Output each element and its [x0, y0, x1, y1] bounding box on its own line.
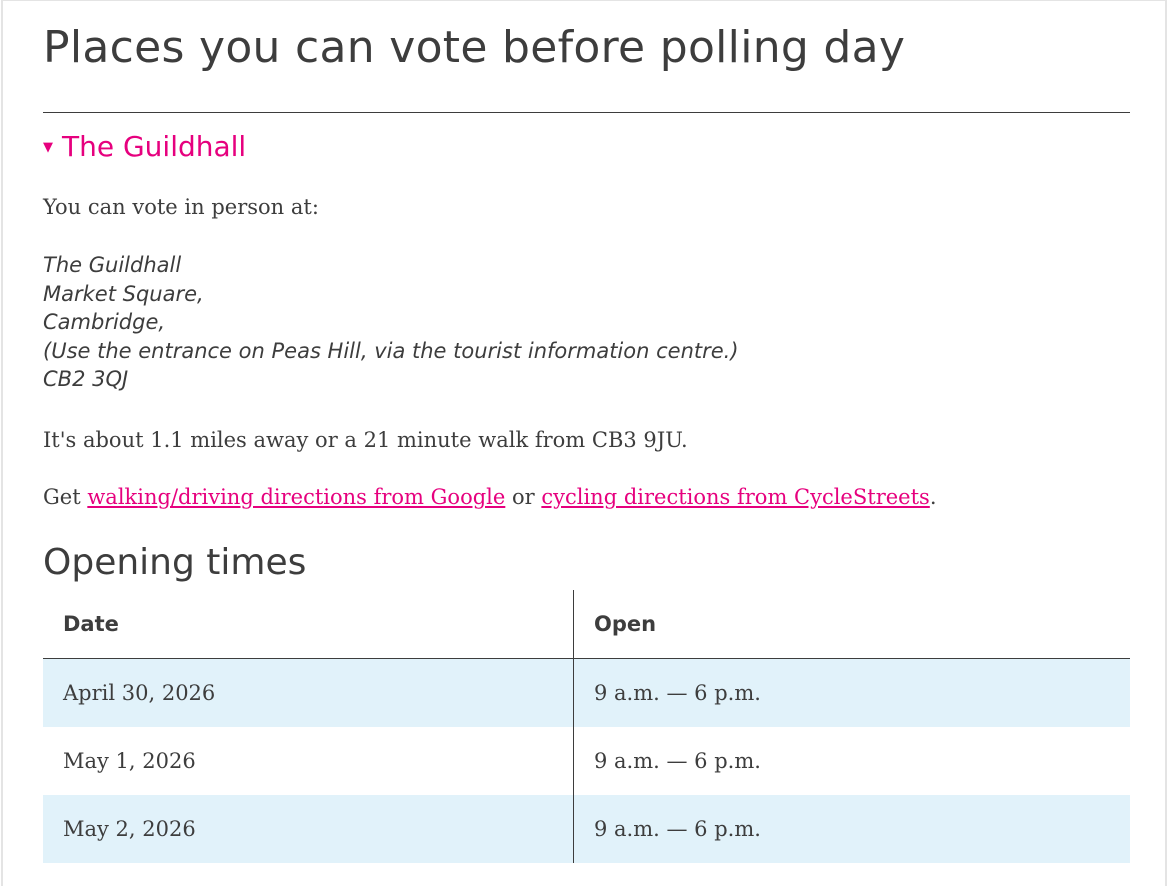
- hours-cell: 9 a.m. — 6 p.m.: [573, 658, 1130, 727]
- date-cell: May 1, 2026: [43, 727, 574, 795]
- divider: [43, 112, 1130, 113]
- opening-times-table: Date Open April 30, 2026 9 a.m. — 6 p.m.…: [43, 590, 1130, 863]
- address-line: Market Square,: [43, 281, 204, 306]
- intro-text: You can vote in person at:: [43, 195, 319, 219]
- directions-prefix: Get: [43, 485, 88, 509]
- table-row: May 2, 2026 9 a.m. — 6 p.m.: [43, 795, 1130, 863]
- address-line: CB2 3QJ: [43, 367, 129, 391]
- distance-text: It's about 1.1 miles away or a 21 minute…: [43, 428, 688, 452]
- directions-middle: or: [505, 485, 542, 509]
- address-line: Cambridge,: [43, 310, 166, 334]
- directions-suffix: .: [929, 485, 937, 509]
- address-line: The Guildhall: [43, 253, 182, 277]
- table-row: May 1, 2026 9 a.m. — 6 p.m.: [43, 727, 1130, 795]
- address: The Guildhall Market Square, Cambridge, …: [43, 251, 739, 394]
- hours-cell: 9 a.m. — 6 p.m.: [594, 749, 761, 773]
- opening-times-heading: Opening times: [43, 542, 307, 583]
- cyclestreets-directions-link[interactable]: cycling directions from CycleStreets: [541, 485, 930, 509]
- date-cell: April 30, 2026: [43, 658, 574, 727]
- column-header-date: Date: [43, 590, 574, 659]
- column-header-open: Open: [573, 590, 1130, 659]
- station-name: The Guildhall: [62, 130, 247, 163]
- address-line: (Use the entrance on Peas Hill, via the …: [43, 338, 739, 363]
- page-title: Places you can vote before polling day: [43, 22, 906, 73]
- directions-text: Get walking/driving directions from Goog…: [43, 485, 937, 509]
- triangle-down-icon: ▼: [43, 140, 53, 155]
- station-toggle[interactable]: ▼ The Guildhall: [43, 130, 246, 163]
- date-cell: May 2, 2026: [43, 795, 574, 863]
- table-row: April 30, 2026 9 a.m. — 6 p.m.: [43, 658, 1130, 727]
- hours-cell: 9 a.m. — 6 p.m.: [573, 795, 1130, 863]
- google-directions-link[interactable]: walking/driving directions from Google: [87, 485, 506, 509]
- table-header-row: Date Open: [43, 590, 1130, 659]
